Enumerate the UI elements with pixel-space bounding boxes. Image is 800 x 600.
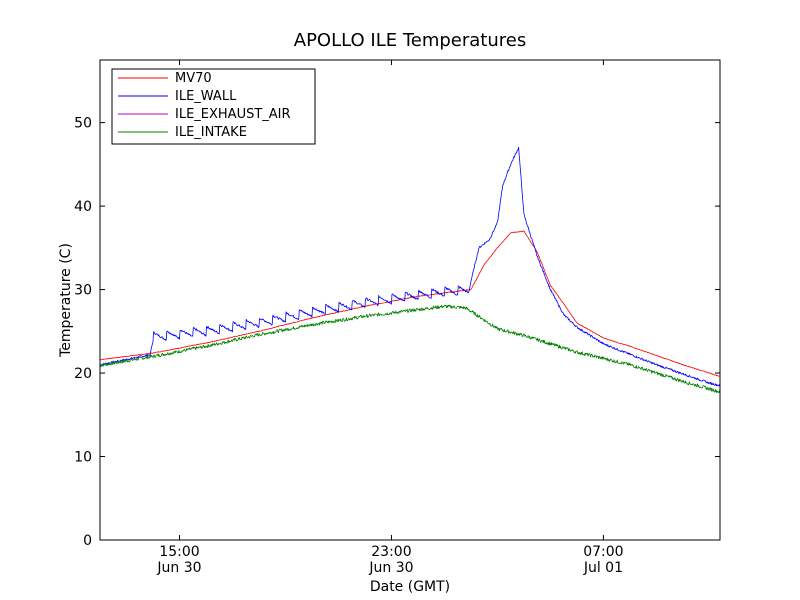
legend: MV70 ILE_WALL ILE_EXHAUST_AIR ILE_INTAKE	[111, 68, 316, 145]
chart-title: APOLLO ILE Temperatures	[294, 30, 526, 51]
x-tick-label-time: 23:00	[371, 544, 411, 560]
legend-label-ile-intake: ILE_INTAKE	[175, 125, 247, 140]
x-tick-label-date: Jul 01	[583, 560, 623, 576]
y-tick-label: 10	[74, 450, 92, 466]
series-line-mv70	[99, 230, 721, 377]
y-tick-label: 30	[74, 283, 92, 299]
series-lines	[99, 146, 721, 394]
x-tick-label-date: Jun 30	[368, 560, 413, 576]
series-line-ile-wall	[99, 146, 721, 387]
legend-label-ile-exhaust-air: ILE_EXHAUST_AIR	[175, 107, 291, 122]
series-line-ile-intake	[99, 304, 721, 394]
y-tick-label: 50	[74, 116, 92, 132]
y-axis: 0 10 20 30 40 50	[74, 116, 720, 549]
y-tick-label: 0	[83, 533, 92, 549]
y-tick-label: 40	[74, 199, 92, 215]
x-axis-label: Date (GMT)	[370, 579, 450, 595]
x-tick-label-time: 15:00	[159, 544, 199, 560]
legend-label-ile-wall: ILE_WALL	[175, 89, 237, 104]
y-axis-label: Temperature (C)	[58, 243, 74, 358]
x-tick-label-date: Jun 30	[156, 560, 201, 576]
y-tick-label: 20	[74, 366, 92, 382]
legend-label-mv70: MV70	[175, 71, 212, 86]
x-tick-label-time: 07:00	[583, 544, 623, 560]
